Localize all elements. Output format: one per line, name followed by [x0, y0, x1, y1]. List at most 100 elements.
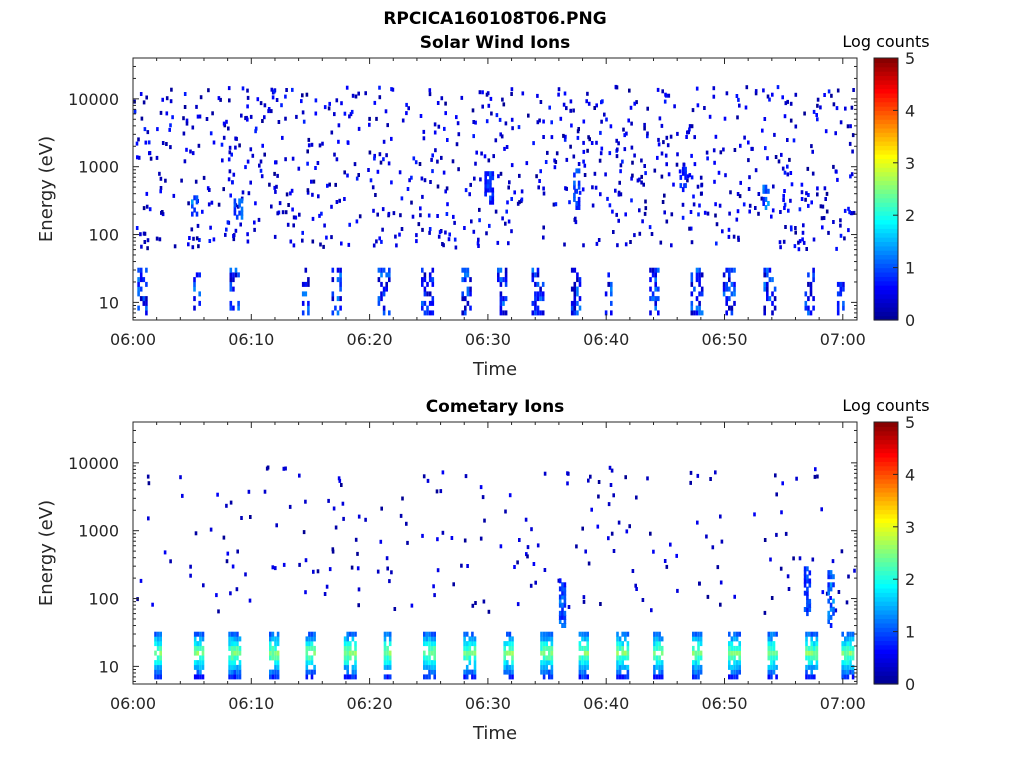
count-cell: [652, 549, 655, 554]
count-cell: [136, 155, 139, 160]
count-cell: [284, 210, 288, 215]
count-cell: [158, 171, 161, 176]
band-cell: [499, 296, 503, 302]
count-cell: [349, 112, 353, 117]
band-cell: [698, 267, 701, 273]
band-cell: [772, 645, 776, 651]
band-cell: [763, 281, 766, 287]
band-cell: [159, 645, 162, 651]
band-cell: [541, 291, 545, 297]
count-cell: [227, 86, 231, 91]
count-cell: [538, 118, 541, 123]
band-cell: [465, 645, 469, 651]
count-cell: [310, 142, 314, 147]
band-cell: [236, 655, 239, 661]
band-cell: [770, 631, 773, 637]
colorbar-segment: [874, 609, 898, 615]
band-cell: [238, 660, 242, 666]
count-cell: [575, 544, 578, 549]
count-cell: [761, 128, 764, 133]
band-cell: [550, 674, 554, 680]
count-cell: [433, 130, 437, 135]
band-cell: [468, 669, 472, 675]
count-cell: [689, 210, 693, 214]
band-cell: [230, 645, 234, 651]
count-cell: [847, 206, 850, 211]
colorbar-segment: [874, 618, 898, 624]
band-cell: [733, 286, 736, 292]
band-cell: [767, 641, 771, 647]
band-cell: [468, 655, 472, 661]
count-cell: [577, 127, 580, 131]
band-cell: [336, 267, 340, 273]
band-cell: [228, 664, 231, 670]
patch-cell: [679, 183, 683, 189]
count-cell: [327, 106, 331, 111]
colorbar-segment: [874, 97, 898, 103]
count-cell: [789, 225, 793, 230]
band-cell: [725, 286, 728, 292]
count-cell: [811, 557, 815, 562]
count-cell: [713, 160, 716, 165]
count-cell: [295, 114, 298, 119]
count-cell: [837, 590, 841, 594]
count-cell: [159, 186, 163, 190]
count-cell: [390, 180, 393, 185]
count-cell: [306, 161, 309, 166]
band-cell: [548, 674, 551, 680]
band-cell: [626, 641, 630, 647]
band-cell: [473, 645, 477, 651]
colorbar-segment: [874, 518, 898, 524]
count-cell: [435, 489, 439, 494]
band-cell: [807, 296, 810, 302]
patch-cell: [563, 590, 567, 596]
band-cell: [305, 641, 309, 647]
patch-cell: [491, 195, 495, 201]
count-cell: [189, 573, 192, 578]
band-cell: [201, 664, 205, 670]
band-cell: [807, 631, 811, 637]
band-cell: [728, 277, 731, 283]
band-cell: [805, 664, 808, 670]
band-cell: [841, 650, 844, 656]
count-cell: [518, 173, 521, 178]
count-cell: [625, 131, 628, 136]
count-cell: [207, 202, 211, 207]
band-cell: [581, 636, 584, 642]
count-cell: [188, 236, 191, 240]
band-cell: [499, 291, 503, 297]
count-cell: [660, 174, 664, 179]
count-cell: [246, 104, 249, 109]
colorbar-tick-label: 3: [905, 518, 915, 537]
count-cell: [848, 141, 852, 146]
count-cell: [216, 492, 219, 497]
count-cell: [334, 182, 337, 187]
band-cell: [654, 277, 657, 283]
count-cell: [268, 182, 271, 187]
count-cell: [608, 465, 612, 470]
count-cell: [719, 602, 722, 607]
colorbar-segment: [874, 430, 898, 436]
count-cell: [478, 90, 482, 95]
patch-cell: [486, 171, 490, 177]
band-cell: [430, 631, 434, 637]
band-cell: [473, 636, 477, 642]
band-cell: [154, 631, 157, 637]
band-cell: [233, 636, 237, 642]
band-cell: [503, 660, 506, 666]
count-cell: [346, 173, 349, 178]
count-cell: [821, 225, 824, 230]
band-cell: [807, 664, 811, 670]
band-cell: [349, 655, 352, 661]
band-cell: [610, 281, 613, 287]
count-cell: [582, 149, 586, 154]
band-cell: [694, 631, 698, 637]
count-cell: [232, 237, 236, 242]
band-cell: [849, 655, 852, 661]
count-cell: [738, 103, 741, 108]
band-cell: [233, 641, 237, 647]
count-cell: [275, 523, 278, 528]
colorbar-segment: [874, 487, 898, 493]
colorbar-segment: [874, 496, 898, 502]
band-cell: [842, 286, 845, 292]
